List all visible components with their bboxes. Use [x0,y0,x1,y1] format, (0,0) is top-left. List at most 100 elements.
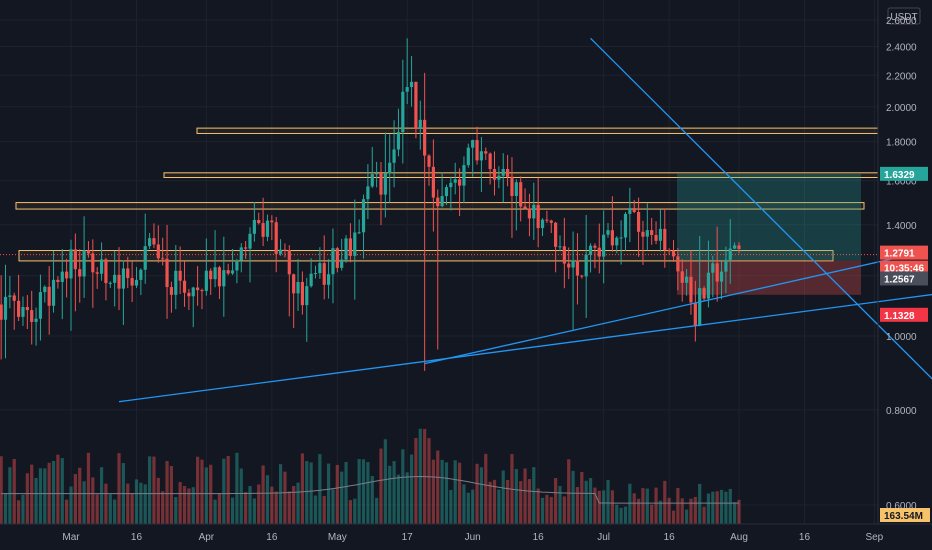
candle-body [457,179,462,186]
candle-body [78,269,82,277]
price-tag-volume [880,508,930,522]
trendline[interactable] [118,291,932,403]
candle-body [737,245,741,249]
price-tag-target [880,166,928,181]
candle-body [440,196,444,207]
candle-body [536,204,540,229]
candle-body [449,182,453,188]
candle-body [17,300,21,317]
volume-bar [379,448,383,524]
candle-body [51,279,56,306]
candle-body [623,213,628,238]
position-target-zone[interactable] [677,173,861,261]
volume-bar [658,500,663,524]
candle-body [471,140,475,148]
candle-body [632,208,636,213]
candle-body [108,282,112,284]
candle-body [230,270,235,274]
candle-body [34,318,38,322]
price-tag-entry [880,271,928,286]
candle-body [292,274,296,294]
candle-body [580,275,584,277]
candle-body [597,247,601,257]
candle-body [257,220,261,224]
volume-bar [230,497,235,524]
candle-body [658,228,663,241]
candle-body [484,151,488,154]
candle-body [152,238,156,245]
candle-body [252,220,256,234]
volume-bar [636,498,641,524]
volume-bar [161,491,165,524]
x-tick-label: 17 [402,532,414,543]
volume-bar [274,491,278,524]
candle-body [698,288,702,326]
volume-bar [78,467,82,524]
candle-body [396,132,401,150]
candle-body [161,258,165,260]
candle-body [69,249,73,279]
volume-bar [252,498,256,524]
volume-bar [213,499,217,524]
candle-body [479,151,484,161]
x-tick-label: May [328,532,347,543]
candle-body [427,155,431,167]
volume-bar [492,479,497,524]
candle-body [523,206,527,209]
candle-body [431,166,435,198]
volume-bars [0,428,741,524]
volume-bar [147,456,152,524]
candle-body [501,169,505,176]
candle-body [126,268,130,279]
candle-body [702,288,706,299]
resistance-zone[interactable] [18,250,834,262]
candle-body [444,187,449,197]
volume-bar [126,483,130,524]
candle-body [283,249,287,251]
candle-body [379,173,383,195]
volume-bar [457,462,462,524]
candle-body [326,274,331,285]
candle-body [510,176,514,197]
volume-bar [34,477,38,524]
volume-bar [261,465,265,524]
trendline[interactable] [424,256,901,365]
volume-bar [335,464,339,524]
y-tick-label: 1.4000 [886,221,917,232]
volume-bar [471,489,475,524]
volume-bar [300,453,304,524]
x-tick-label: Mar [62,532,80,543]
volume-bar [152,456,156,524]
volume-bar [584,480,588,524]
price-tag-target-label: 1.6329 [884,170,915,181]
x-tick-label: 16 [533,532,545,543]
candle-body [335,248,339,268]
candle-body [213,267,217,280]
candle-body [401,91,405,133]
candle-body [645,230,649,237]
y-tick-label: 1.0000 [886,332,917,343]
resistance-zone[interactable] [196,127,879,134]
volume-bar [318,454,322,524]
currency-badge[interactable] [887,7,921,25]
candle-body [366,186,370,200]
candle-body [134,279,139,286]
resistance-zones[interactable] [15,127,879,262]
candle-body [30,310,34,322]
candle-body [719,271,724,282]
x-tick-label: Aug [730,532,748,543]
candle-body [663,228,667,251]
resistance-zone[interactable] [15,202,865,210]
volume-bar [610,490,614,524]
price-tag-stop-label: 1.1328 [884,311,915,322]
volume-bar [139,482,143,524]
volume-bar [685,509,689,524]
volume-bar [702,506,706,524]
candle-body [244,247,248,249]
volume-bar [69,486,73,524]
volume-bar [733,502,737,524]
candle-body [615,237,619,246]
candle-body [65,271,69,279]
